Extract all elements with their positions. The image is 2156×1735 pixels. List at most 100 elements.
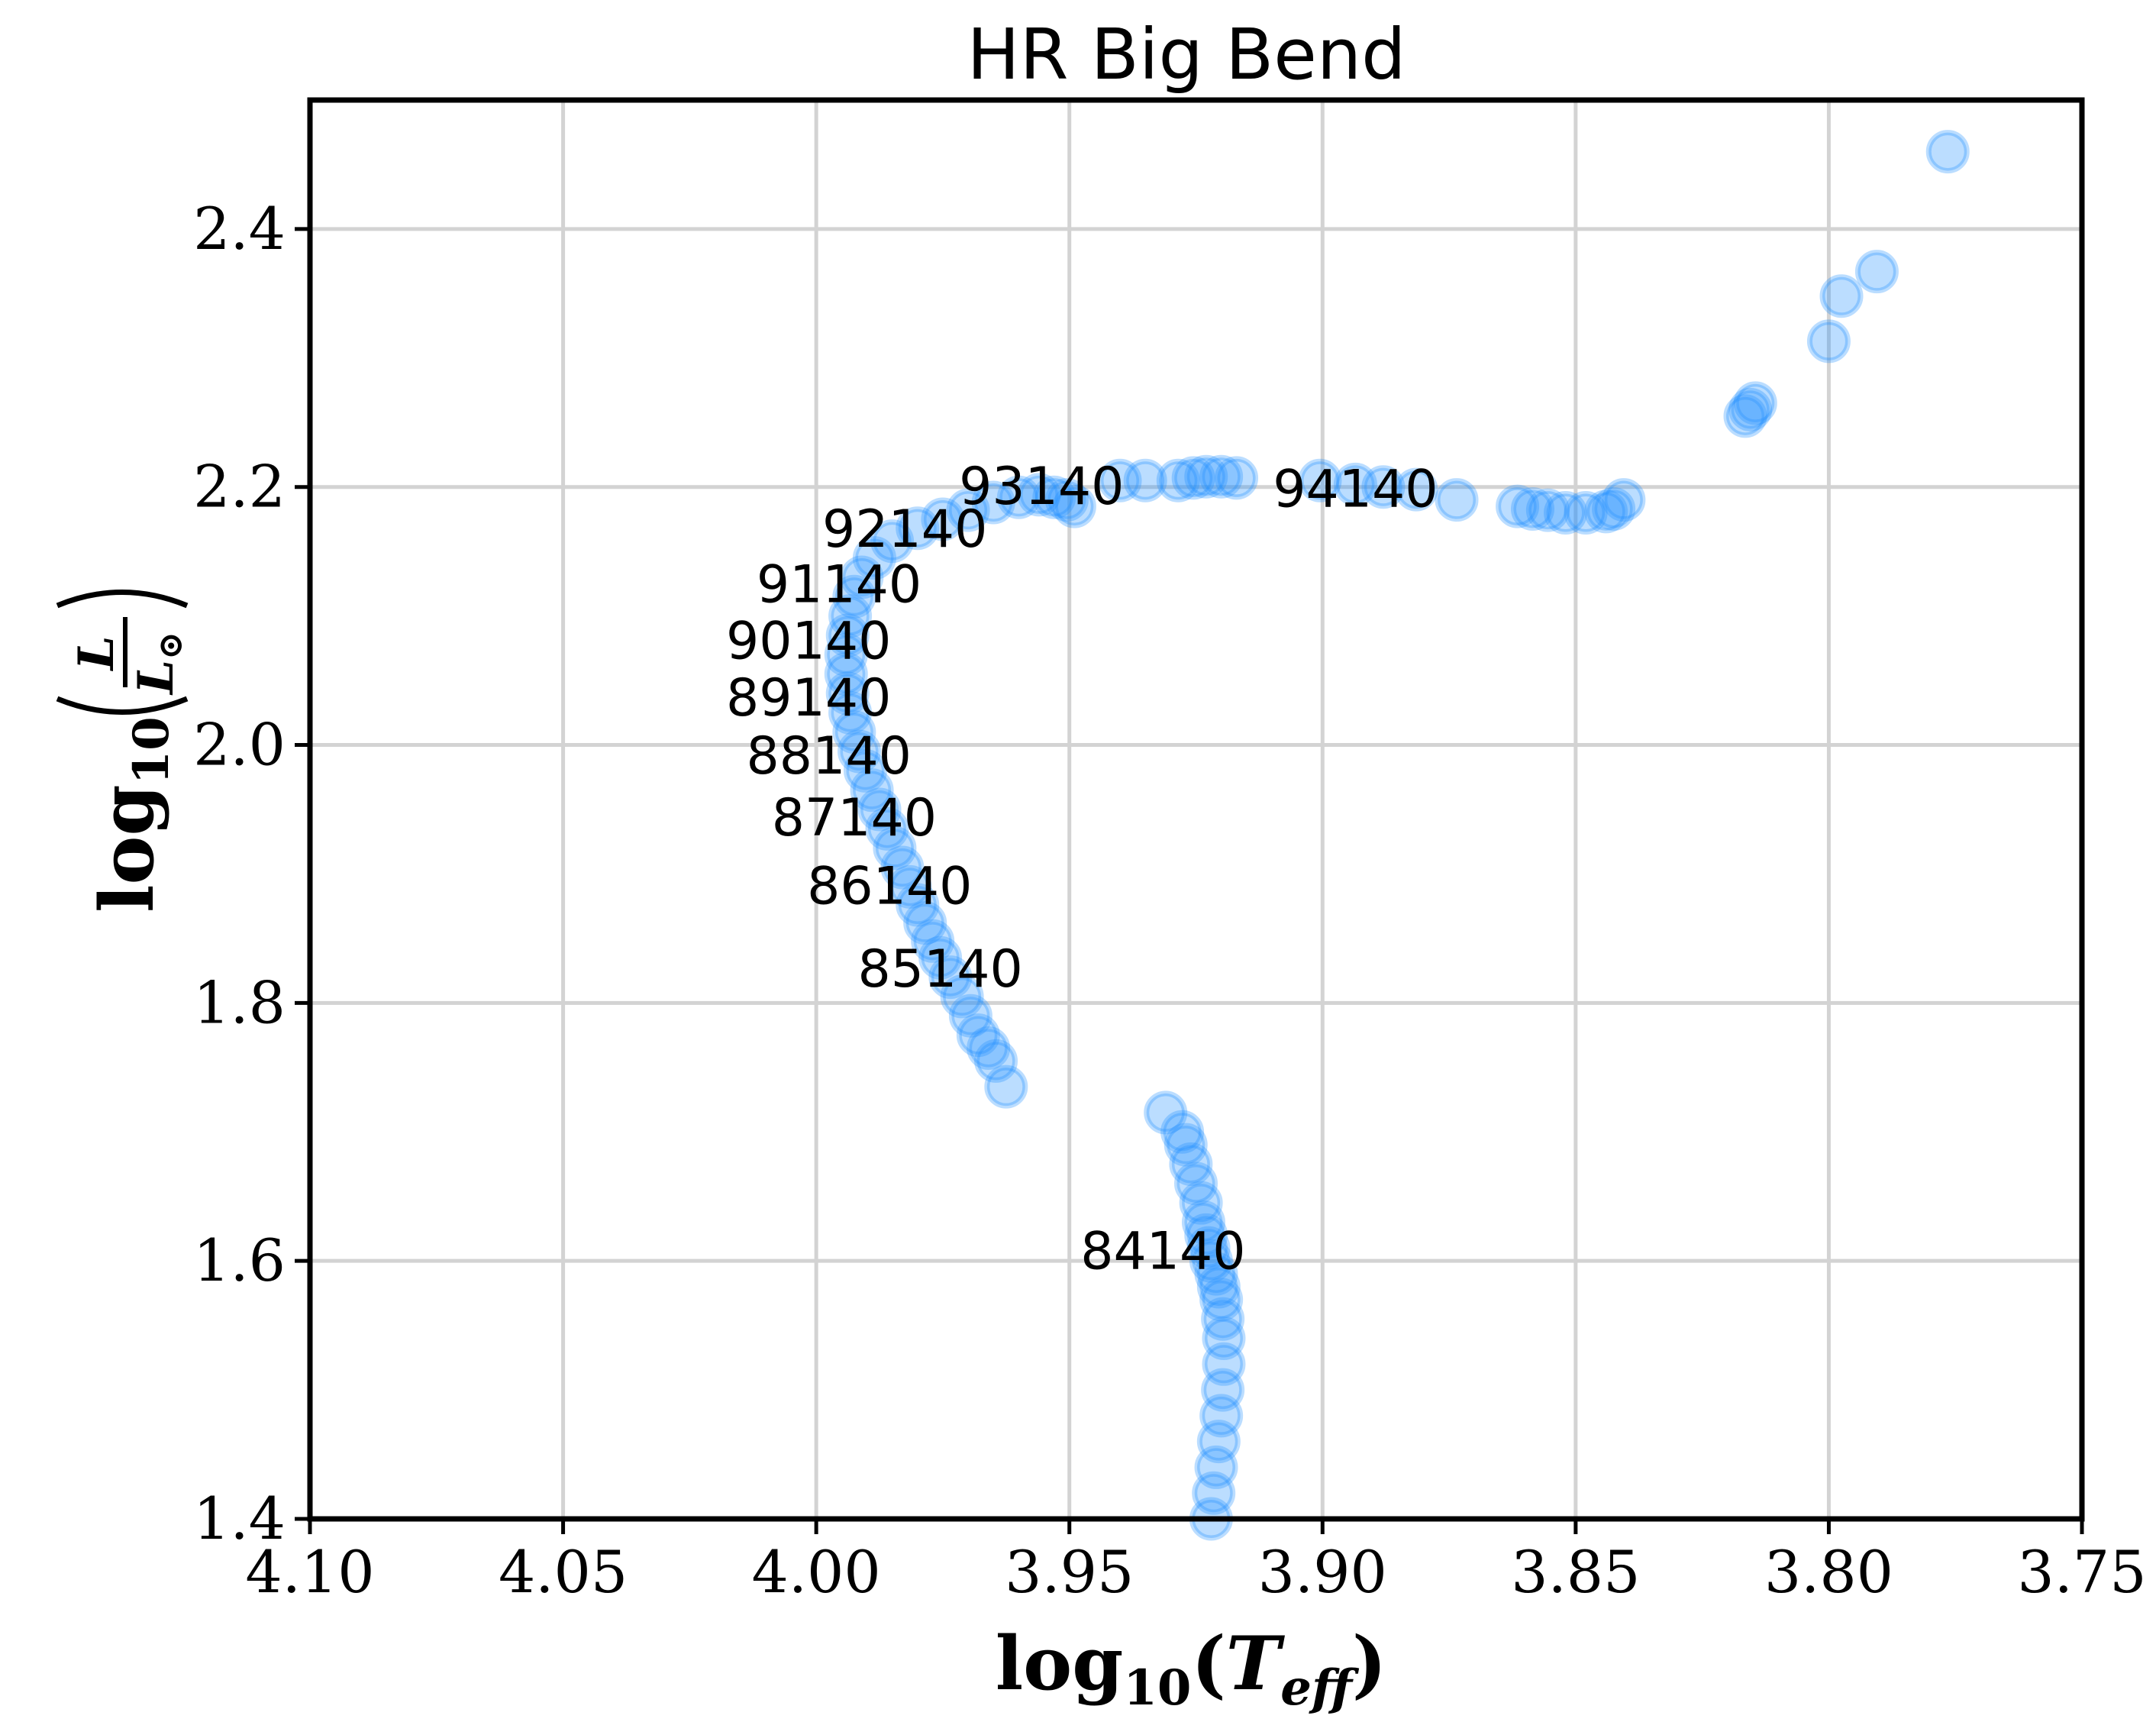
y-axis-label-den: L⊙ (127, 632, 190, 696)
data-point (828, 594, 873, 638)
data-point (843, 748, 887, 793)
annotation-label: 84140 (1080, 1222, 1245, 1282)
y-axis-label-paren-right (56, 590, 189, 609)
annotation-label: 88140 (747, 726, 912, 787)
data-point (1160, 1110, 1205, 1154)
data-point (1602, 478, 1646, 522)
data-point (1181, 1200, 1225, 1245)
data-point (1144, 1090, 1188, 1135)
data-point (928, 955, 973, 1000)
data-point (1044, 478, 1089, 522)
data-point (911, 919, 955, 963)
data-point (850, 768, 894, 813)
data-point (1728, 387, 1773, 431)
data-point (996, 475, 1041, 519)
data-point (1201, 1297, 1245, 1341)
data-point (873, 826, 917, 871)
data-point (1496, 484, 1540, 528)
annotations: 84140 85140 86140 8714088140891409014091140… (726, 457, 1438, 1282)
data-point (1333, 462, 1377, 506)
data-point (1435, 478, 1479, 522)
data-point (865, 806, 909, 851)
data-point (825, 613, 870, 657)
x-axis-label-base: log (996, 1620, 1124, 1707)
y-axis-label-log: log10 (84, 716, 180, 913)
y-axis-label-den-text: L (127, 660, 185, 696)
data-point (948, 994, 992, 1038)
data-point (1169, 1142, 1213, 1186)
plot-frame (307, 97, 2085, 1522)
data-point (1196, 1265, 1241, 1309)
y-tick-label: 1.8 (193, 968, 286, 1036)
y-axis-label: log10 L L⊙ (56, 590, 190, 913)
y-tick-label: 1.6 (193, 1226, 286, 1294)
data-point (1186, 1226, 1231, 1270)
data-point (921, 497, 965, 541)
y-axis-label-num: L (68, 636, 125, 672)
data-point (1199, 454, 1244, 499)
data-point (1806, 319, 1851, 363)
data-point (1201, 1368, 1245, 1412)
data-point (956, 1013, 1000, 1058)
annotation-label: 85140 (857, 939, 1022, 1000)
data-point (918, 935, 963, 980)
data-point (1215, 456, 1259, 500)
data-point (1164, 1123, 1208, 1167)
x-tick-label: 3.90 (1258, 1538, 1387, 1606)
annotation-label: 93140 (959, 457, 1124, 517)
y-tick-label: 1.4 (193, 1485, 286, 1552)
data-point (852, 536, 896, 580)
data-point (967, 1026, 1011, 1070)
chart-title: HR Big Bend (967, 14, 1406, 95)
x-axis-label-close: ) (1352, 1620, 1386, 1707)
data-point (974, 1039, 1018, 1083)
data-point (1123, 458, 1167, 502)
y-tick-label: 2.0 (193, 711, 286, 779)
data-point (1544, 491, 1588, 535)
y-tick-label: 2.2 (193, 453, 286, 521)
data-point (888, 864, 932, 909)
data-point (832, 574, 876, 619)
data-point (832, 710, 876, 754)
annotation-label: 89140 (726, 668, 891, 729)
data-point (857, 787, 902, 832)
data-point (1510, 486, 1554, 531)
data-point (971, 480, 1015, 525)
data-point (896, 506, 940, 551)
x-tick-label: 3.95 (1005, 1538, 1134, 1606)
x-axis-label: log10(Teff) (996, 1620, 1387, 1717)
data-point (1854, 250, 1899, 294)
data-point (870, 519, 915, 564)
data-point (824, 632, 868, 677)
data-point (940, 974, 984, 1019)
data-point (896, 883, 940, 927)
data-point (1525, 488, 1570, 532)
data-point (880, 845, 925, 890)
data-point (1584, 489, 1628, 534)
data-point (1564, 491, 1608, 535)
data-point (838, 729, 882, 774)
x-axis-label-open: ( (1191, 1620, 1225, 1707)
x-tick-label: 4.05 (499, 1538, 628, 1606)
data-point (1184, 1213, 1228, 1257)
x-tick-label: 3.80 (1764, 1538, 1893, 1606)
x-axis-label-sub: 10 (1123, 1659, 1191, 1717)
data-point (1298, 458, 1342, 502)
data-point (1171, 456, 1215, 500)
x-axis-label-var-sub: eff (1280, 1659, 1360, 1717)
data-point (1192, 1471, 1236, 1515)
axis-ticks: 4.10 4.05 4.00 3.95 3.90 3.85 3.80 3.75 1.4 1.6 1.… (193, 195, 2146, 1606)
data-point (1196, 1420, 1241, 1464)
y-axis-label-sub: 10 (123, 716, 180, 784)
data-point (840, 555, 884, 599)
data-point (1179, 1181, 1223, 1225)
annotation-label: 91140 (757, 554, 921, 615)
y-tick-label: 2.4 (193, 195, 286, 263)
annotation-label: 90140 (726, 612, 891, 672)
data-point (1925, 130, 1970, 174)
y-axis-label-base: log (84, 784, 170, 913)
x-tick-label: 4.00 (752, 1538, 881, 1606)
data-point (1202, 1317, 1246, 1361)
x-tick-label: 3.85 (1511, 1538, 1640, 1606)
data-point (1819, 274, 1864, 318)
